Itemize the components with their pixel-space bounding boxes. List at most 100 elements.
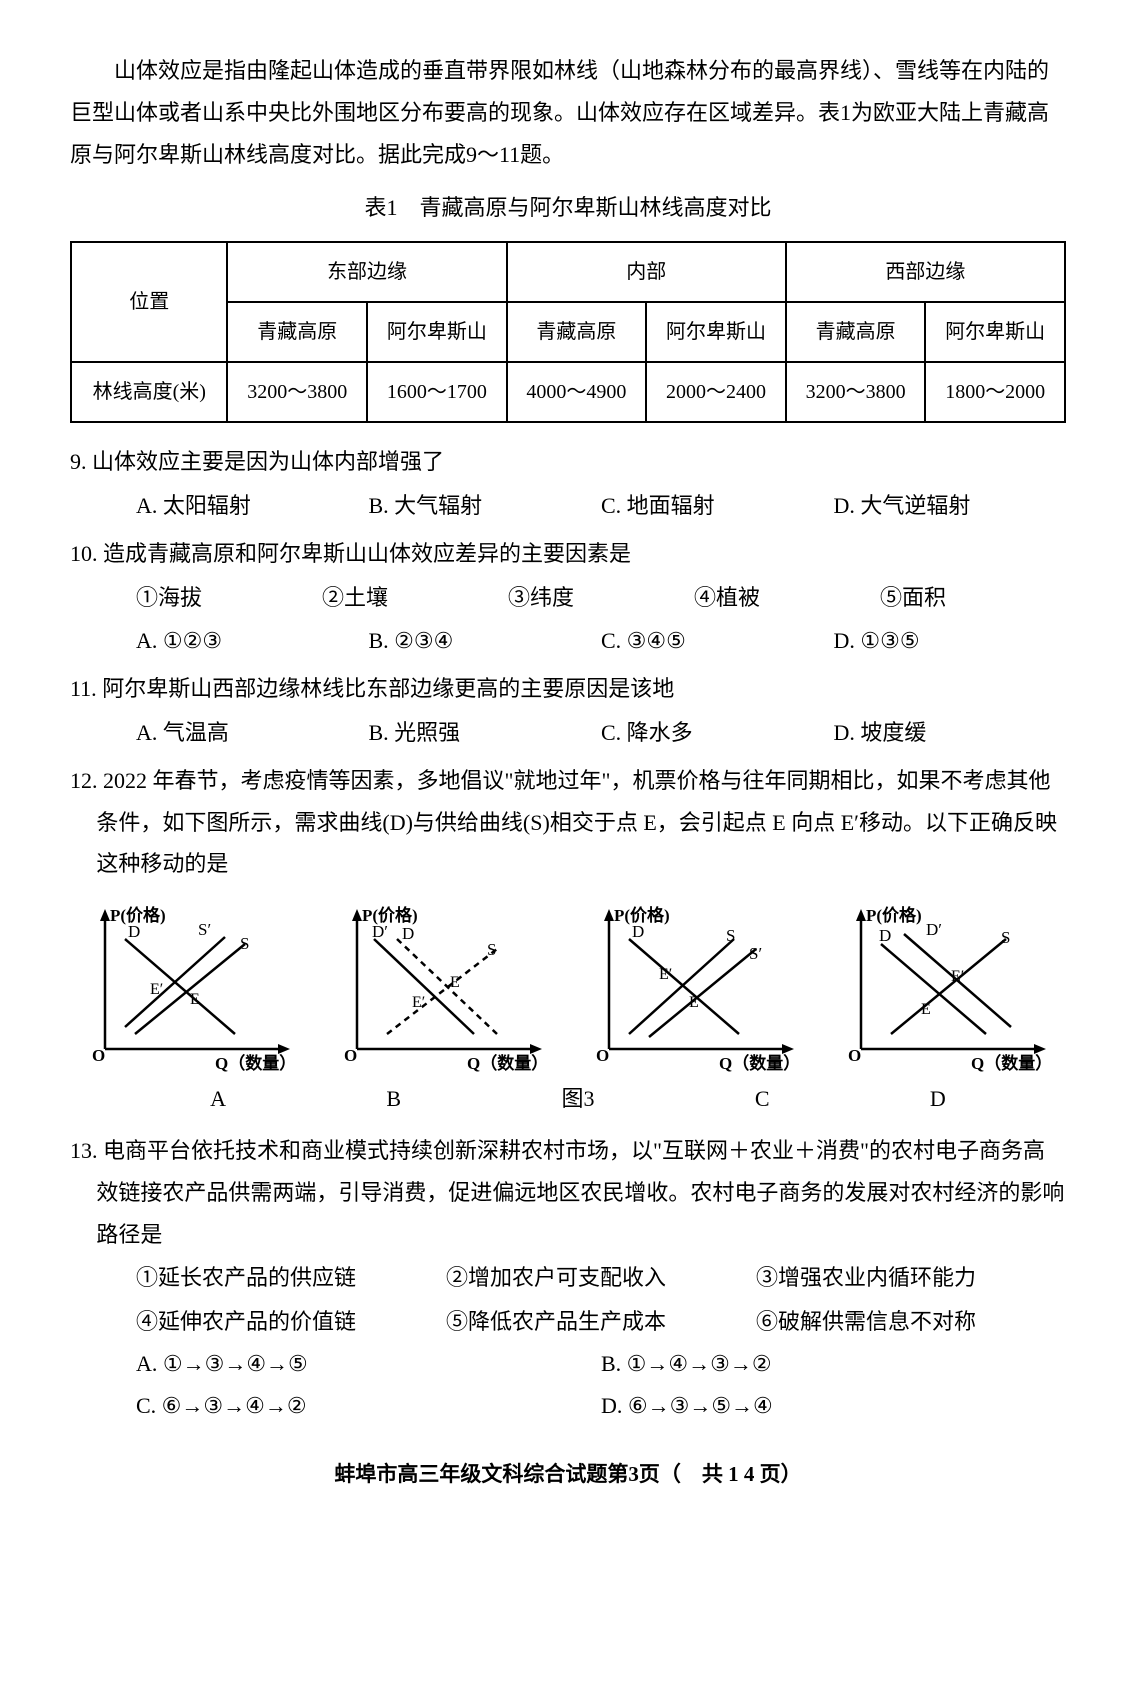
q10-c3: ③纬度 — [508, 577, 694, 619]
val-4: 3200～3800 — [786, 362, 926, 422]
q10-circles: ①海拔 ②土壤 ③纬度 ④植被 ⑤面积 — [70, 577, 1066, 619]
q10-c5: ⑤面积 — [880, 577, 1066, 619]
q11-C: C. 降水多 — [601, 712, 834, 754]
svg-text:E: E — [190, 991, 200, 1008]
q10-A: A. ①②③ — [136, 620, 369, 662]
chart-B: P(价格) Q（数量） O D D′ S E E′ — [332, 899, 552, 1074]
svg-text:O: O — [596, 1046, 609, 1065]
svg-text:S′: S′ — [749, 944, 762, 963]
q12-num: 12. — [70, 768, 98, 793]
val-1: 1600～1700 — [367, 362, 507, 422]
chart-D: P(价格) Q（数量） O D D′ S E E′ — [836, 899, 1056, 1074]
q11-num: 11. — [70, 676, 97, 701]
q12-labB: B — [386, 1078, 401, 1120]
svg-text:E′: E′ — [412, 994, 425, 1011]
svg-text:D′: D′ — [372, 922, 388, 941]
q12-chart-labels: A B 图3 C D — [70, 1078, 1066, 1120]
q12-text: 2022 年春节，考虑疫情等因素，多地倡议"就地过年"，机票价格与往年同期相比，… — [96, 768, 1057, 877]
q13-c4: ④延伸农产品的价值链 — [136, 1301, 446, 1343]
q13-text: 电商平台依托技术和商业模式持续创新深耕农村市场，以"互联网＋农业＋消费"的农村电… — [96, 1138, 1064, 1247]
sub-qz-3: 青藏高原 — [786, 302, 926, 362]
q10-num: 10. — [70, 541, 98, 566]
q9-C: C. 地面辐射 — [601, 485, 834, 527]
svg-text:E: E — [450, 974, 460, 991]
q13-A: A. ①→③→④→⑤ — [136, 1343, 601, 1385]
q10-D: D. ①③⑤ — [834, 620, 1067, 662]
val-2: 4000～4900 — [507, 362, 647, 422]
q13-num: 13. — [70, 1138, 98, 1163]
svg-text:O: O — [92, 1046, 105, 1065]
group-west: 西部边缘 — [786, 242, 1065, 302]
svg-text:D′: D′ — [926, 920, 942, 939]
q13-circles-1: ①延长农产品的供应链 ②增加农户可支配收入 ③增强农业内循环能力 — [70, 1257, 1066, 1299]
row-label: 林线高度(米) — [71, 362, 227, 422]
q13-c6: ⑥破解供需信息不对称 — [756, 1301, 1066, 1343]
svg-text:D: D — [128, 922, 140, 941]
group-east: 东部边缘 — [227, 242, 506, 302]
q13-D: D. ⑥→③→⑤→④ — [601, 1385, 1066, 1427]
header-position: 位置 — [71, 242, 227, 362]
sub-qz-1: 青藏高原 — [227, 302, 367, 362]
q9-text: 山体效应主要是因为山体内部增强了 — [92, 449, 444, 474]
svg-text:Q（数量）: Q（数量） — [215, 1053, 296, 1073]
q11-options: A. 气温高 B. 光照强 C. 降水多 D. 坡度缓 — [70, 712, 1066, 754]
sub-alps-3: 阿尔卑斯山 — [925, 302, 1065, 362]
sub-alps-2: 阿尔卑斯山 — [646, 302, 786, 362]
group-inner: 内部 — [507, 242, 786, 302]
sub-alps-1: 阿尔卑斯山 — [367, 302, 507, 362]
q9-B: B. 大气辐射 — [369, 485, 602, 527]
svg-text:E: E — [921, 1001, 931, 1018]
q11-A: A. 气温高 — [136, 712, 369, 754]
q10-c1: ①海拔 — [136, 577, 322, 619]
q13-C: C. ⑥→③→④→② — [136, 1385, 601, 1427]
svg-text:D: D — [402, 924, 414, 943]
intro-paragraph: 山体效应是指由隆起山体造成的垂直带界限如林线（山地森林分布的最高界线）、雪线等在… — [70, 50, 1066, 175]
table-title: 表1 青藏高原与阿尔卑斯山林线高度对比 — [70, 187, 1066, 229]
svg-text:Q（数量）: Q（数量） — [971, 1053, 1052, 1073]
svg-text:D: D — [632, 922, 644, 941]
svg-text:P(价格): P(价格) — [866, 905, 922, 925]
q11-text: 阿尔卑斯山西部边缘林线比东部边缘更高的主要原因是该地 — [102, 676, 674, 701]
q13-B: B. ①→④→③→② — [601, 1343, 1066, 1385]
q13-c5: ⑤降低农产品生产成本 — [446, 1301, 756, 1343]
q12-labC: C — [755, 1078, 770, 1120]
q10: 10. 造成青藏高原和阿尔卑斯山山体效应差异的主要因素是 — [70, 533, 1066, 575]
q9-A: A. 太阳辐射 — [136, 485, 369, 527]
q12-labA: A — [210, 1078, 226, 1120]
svg-text:Q（数量）: Q（数量） — [719, 1053, 800, 1073]
q12: 12. 2022 年春节，考虑疫情等因素，多地倡议"就地过年"，机票价格与往年同… — [70, 760, 1066, 885]
q13-circles-2: ④延伸农产品的价值链 ⑤降低农产品生产成本 ⑥破解供需信息不对称 — [70, 1301, 1066, 1343]
svg-text:S: S — [487, 940, 496, 959]
svg-text:S: S — [1001, 928, 1010, 947]
q13-c1: ①延长农产品的供应链 — [136, 1257, 446, 1299]
q11: 11. 阿尔卑斯山西部边缘林线比东部边缘更高的主要原因是该地 — [70, 668, 1066, 710]
val-5: 1800～2000 — [925, 362, 1065, 422]
svg-text:S: S — [240, 934, 249, 953]
svg-text:D: D — [879, 926, 891, 945]
svg-text:E′: E′ — [659, 966, 672, 983]
q13-options: A. ①→③→④→⑤ B. ①→④→③→② C. ⑥→③→④→② D. ⑥→③→… — [70, 1343, 1066, 1427]
val-3: 2000～2400 — [646, 362, 786, 422]
q9-options: A. 太阳辐射 B. 大气辐射 C. 地面辐射 D. 大气逆辐射 — [70, 485, 1066, 527]
chart-C: P(价格) Q（数量） O D S S′ E E′ — [584, 899, 804, 1074]
q12-fig: 图3 — [561, 1078, 594, 1120]
q12-labD: D — [930, 1078, 946, 1120]
q13-c2: ②增加农户可支配收入 — [446, 1257, 756, 1299]
q10-text: 造成青藏高原和阿尔卑斯山山体效应差异的主要因素是 — [103, 541, 631, 566]
q10-options: A. ①②③ B. ②③④ C. ③④⑤ D. ①③⑤ — [70, 620, 1066, 662]
q11-B: B. 光照强 — [369, 712, 602, 754]
svg-text:O: O — [344, 1046, 357, 1065]
q11-D: D. 坡度缓 — [834, 712, 1067, 754]
q9-num: 9. — [70, 449, 87, 474]
q13-c3: ③增强农业内循环能力 — [756, 1257, 1066, 1299]
q10-B: B. ②③④ — [369, 620, 602, 662]
svg-text:Q（数量）: Q（数量） — [467, 1053, 548, 1073]
svg-text:P(价格): P(价格) — [362, 905, 418, 925]
q10-c2: ②土壤 — [322, 577, 508, 619]
sub-qz-2: 青藏高原 — [507, 302, 647, 362]
svg-text:S: S — [726, 926, 735, 945]
altitude-table: 位置 东部边缘 内部 西部边缘 青藏高原 阿尔卑斯山 青藏高原 阿尔卑斯山 青藏… — [70, 241, 1066, 423]
q13: 13. 电商平台依托技术和商业模式持续创新深耕农村市场，以"互联网＋农业＋消费"… — [70, 1130, 1066, 1255]
svg-text:E: E — [689, 994, 699, 1011]
q10-C: C. ③④⑤ — [601, 620, 834, 662]
